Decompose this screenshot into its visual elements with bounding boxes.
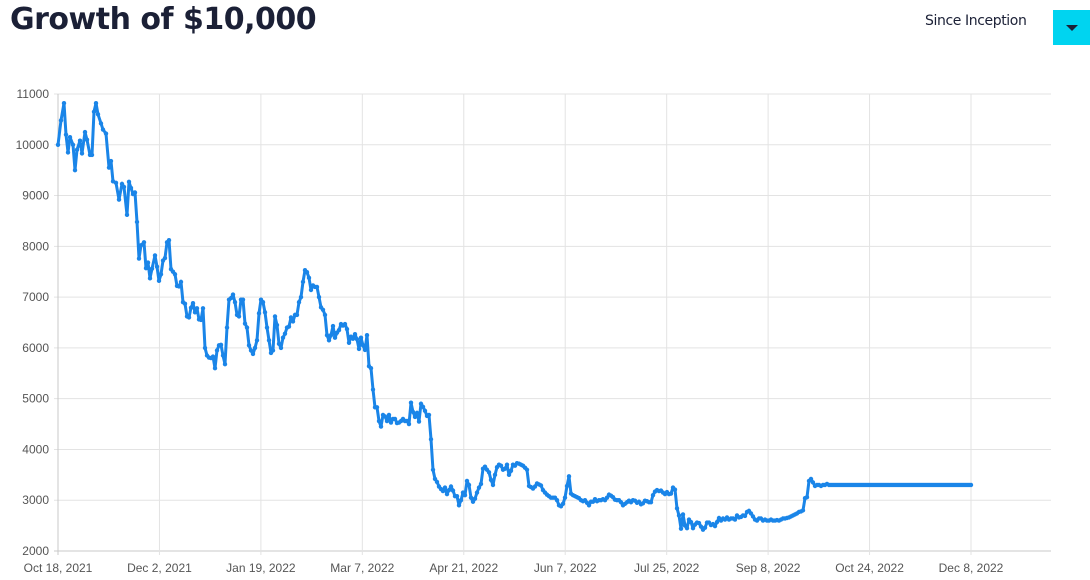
x-tick-label: Oct 18, 2021 [24,561,93,575]
x-axis: Oct 18, 2021 Dec 2, 2021 Jan 19, 2022 Mar 7… [24,561,1004,575]
y-tick-label: 7000 [22,290,49,304]
x-tick-label: Dec 8, 2022 [939,561,1004,575]
x-tick-label: Dec 2, 2021 [127,561,192,575]
x-tick-label: Jun 7, 2022 [534,561,597,575]
range-dropdown-button[interactable] [1053,10,1090,45]
y-tick-label: 2000 [22,544,49,558]
x-tick-label: Apr 21, 2022 [429,561,498,575]
range-selector-label[interactable]: Since Inception [925,13,1027,29]
y-tick-label: 10000 [16,138,50,152]
y-tick-label: 11000 [17,87,50,101]
x-tick-label: Mar 7, 2022 [330,561,394,575]
data-points [55,100,974,532]
y-tick-label: 3000 [22,493,49,507]
chart-grid [54,93,1051,555]
x-tick-label: Oct 24, 2022 [835,561,904,575]
caret-down-icon [1066,25,1078,31]
x-tick-label: Jan 19, 2022 [226,561,296,575]
y-tick-label: 4000 [22,442,49,456]
y-tick-label: 9000 [22,189,49,203]
x-tick-label: Sep 8, 2022 [736,561,801,575]
x-tick-label: Jul 25, 2022 [634,561,700,575]
y-tick-label: 5000 [22,392,49,406]
page-title: Growth of $10,000 [10,2,317,37]
y-tick-label: 6000 [22,341,49,355]
y-tick-label: 8000 [22,239,49,253]
y-axis: 2000 3000 4000 5000 6000 7000 8000 9000 10000 110… [16,87,50,558]
